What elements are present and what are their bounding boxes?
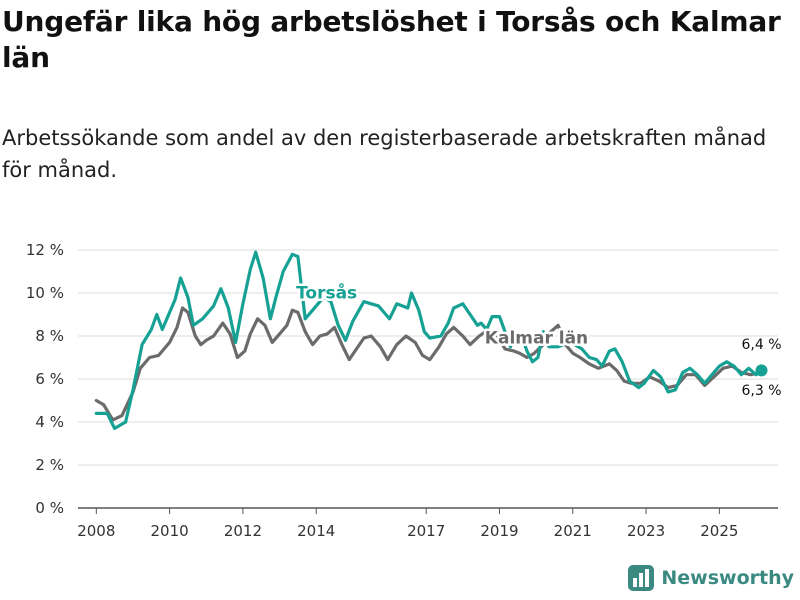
x-tick-label: 2021 [554, 522, 592, 540]
brand-logo: Newsworthy [627, 564, 794, 592]
brand-name: Newsworthy [661, 567, 794, 589]
series-label-torsas-halo: Torsås [296, 281, 357, 303]
chart-title: Ungefär lika hög arbetslöshet i Torsås o… [2, 5, 781, 74]
x-tick-label: 2010 [151, 522, 189, 540]
y-tick-label: 8 % [35, 327, 64, 345]
x-tick-label: 2014 [297, 522, 335, 540]
y-tick-label: 4 % [35, 413, 64, 431]
y-tick-label: 6 % [35, 370, 64, 388]
series-line-torsas [94, 250, 764, 430]
x-tick-label: 2019 [480, 522, 518, 540]
newsworthy-logo-icon [628, 565, 655, 591]
x-tick-label: 2025 [700, 522, 738, 540]
series-label-kalmar-lan: Kalmar län [485, 329, 588, 349]
x-tick-label: 2012 [224, 522, 262, 540]
series-label-torsas: Torsås [296, 281, 357, 303]
chart-subtitle: Arbetssökande som andel av den registerb… [2, 126, 767, 182]
y-tick-label: 0 % [35, 499, 64, 517]
y-tick-label: 2 % [35, 456, 64, 474]
end-label-kalmar-lan: 6,3 % [741, 383, 781, 399]
x-tick-label: 2017 [407, 522, 445, 540]
y-tick-label: 12 % [26, 241, 64, 259]
x-axis: 2008 2010 2012 2014 2017 2019 2021 2023 2025 [77, 508, 738, 540]
series-lines [94, 250, 768, 430]
y-tick-label: 10 % [26, 284, 64, 302]
end-label-torsas: 6,4 % [741, 337, 781, 353]
x-tick-label: 2008 [77, 522, 115, 540]
y-axis: 0 % 2 % 4 % 6 % 8 % 10 % 12 % [26, 241, 64, 517]
series-label-kalmar-lan-halo: Kalmar län [485, 329, 588, 349]
x-tick-label: 2023 [627, 522, 665, 540]
end-point-marker [755, 364, 768, 377]
